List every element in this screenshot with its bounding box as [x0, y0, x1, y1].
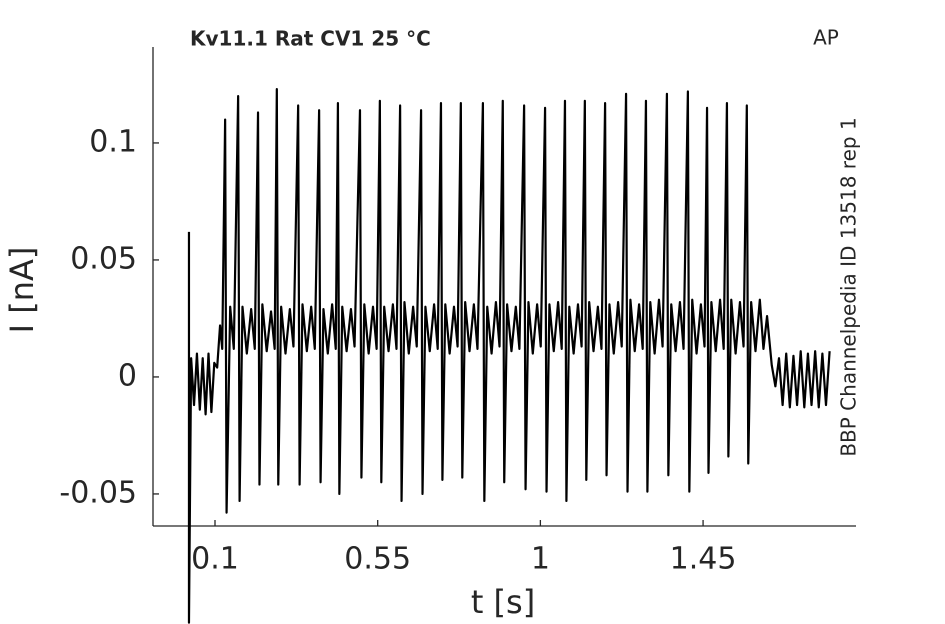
x-tick-label: 0.55 — [344, 542, 411, 577]
annotation: AP — [813, 26, 839, 50]
x-tick-label: 1.45 — [670, 542, 737, 577]
y-tick-label: 0.1 — [89, 124, 137, 159]
y-axis-label: I [nA] — [3, 247, 41, 334]
side-label: BBP Channelpedia ID 13518 rep 1 — [837, 117, 861, 456]
y-tick-label: 0 — [118, 358, 137, 393]
x-tick-label: 1 — [531, 542, 550, 577]
y-tick-label: 0.05 — [70, 241, 137, 276]
y-tick-label: -0.05 — [59, 475, 137, 510]
x-axis-label: t [s] — [471, 583, 535, 621]
trace-line — [187, 88, 831, 624]
chart-title: Kv11.1 Rat CV1 25 °C — [190, 27, 431, 51]
x-tick-label: 0.1 — [191, 542, 239, 577]
